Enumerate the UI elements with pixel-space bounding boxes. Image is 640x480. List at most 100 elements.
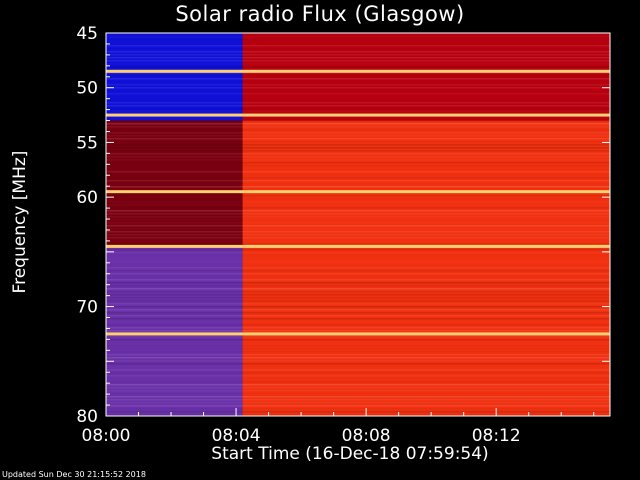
texture-stripe xyxy=(106,51,610,53)
x-tick-label: 08:08 xyxy=(342,426,391,446)
texture-stripe xyxy=(106,339,610,341)
texture-stripe xyxy=(106,267,610,269)
texture-stripe xyxy=(106,126,610,128)
texture-stripe xyxy=(106,78,610,80)
texture-stripe xyxy=(106,291,610,293)
texture-stripe xyxy=(106,180,610,182)
texture-stripe xyxy=(106,348,610,350)
texture-stripe xyxy=(106,54,610,56)
region-after-low xyxy=(242,33,610,121)
texture-stripe xyxy=(106,90,610,92)
texture-stripe xyxy=(106,375,610,377)
texture-stripe xyxy=(106,399,610,401)
texture-stripe xyxy=(106,150,610,152)
texture-stripe xyxy=(106,381,610,383)
texture-stripe xyxy=(106,60,610,62)
region-before-high xyxy=(106,246,243,416)
texture-stripe xyxy=(106,279,610,281)
texture-stripe xyxy=(106,159,610,161)
texture-stripe xyxy=(106,396,610,398)
texture-stripe xyxy=(106,357,610,359)
texture-stripe xyxy=(106,207,610,209)
texture-stripe xyxy=(106,243,610,245)
texture-stripe xyxy=(106,390,610,392)
bright-band xyxy=(106,244,610,248)
texture-stripe xyxy=(106,285,610,287)
chart-title: Solar radio Flux (Glasgow) xyxy=(175,2,465,26)
texture-stripe xyxy=(106,81,610,83)
texture-stripe xyxy=(106,63,610,65)
plot-frame xyxy=(105,32,611,417)
texture-stripe xyxy=(106,57,610,59)
texture-stripe xyxy=(106,345,610,347)
texture-stripe xyxy=(106,351,610,353)
x-axis-label: Start Time (16-Dec-18 07:59:54) xyxy=(211,444,489,464)
texture-stripe xyxy=(106,129,610,131)
texture-stripe xyxy=(106,93,610,95)
x-tick-label: 08:00 xyxy=(82,426,131,446)
texture-stripe xyxy=(106,111,610,113)
texture-stripe xyxy=(106,402,610,404)
y-tick-label: 70 xyxy=(76,298,98,318)
texture-stripe xyxy=(106,369,610,371)
y-tick-label: 60 xyxy=(76,188,98,208)
texture-stripe xyxy=(106,195,610,197)
texture-stripe xyxy=(106,318,610,320)
texture-stripe xyxy=(106,324,610,326)
x-tick-label: 08:12 xyxy=(472,426,521,446)
bright-band xyxy=(106,113,610,117)
bright-band xyxy=(106,332,610,336)
texture-stripe xyxy=(106,288,610,290)
texture-stripe xyxy=(106,393,610,395)
y-tick-label: 45 xyxy=(76,24,98,44)
texture-stripe xyxy=(106,183,610,185)
texture-stripe xyxy=(106,87,610,89)
texture-stripe xyxy=(106,213,610,215)
texture-stripe xyxy=(106,321,610,323)
texture-stripe xyxy=(106,231,610,233)
texture-stripe xyxy=(106,405,610,407)
texture-stripe xyxy=(106,273,610,275)
texture-stripe xyxy=(106,99,610,101)
texture-stripe xyxy=(106,414,610,416)
texture-stripe xyxy=(106,261,610,263)
texture-stripe xyxy=(106,363,610,365)
texture-stripe xyxy=(106,234,610,236)
texture-stripe xyxy=(106,66,610,68)
texture-stripe xyxy=(106,354,610,356)
texture-stripe xyxy=(106,201,610,203)
texture-stripe xyxy=(106,102,610,104)
texture-stripe xyxy=(106,33,610,35)
bright-band xyxy=(106,190,610,194)
texture-stripe xyxy=(106,45,610,47)
texture-stripe xyxy=(106,366,610,368)
texture-stripe xyxy=(106,153,610,155)
texture-stripe xyxy=(106,96,610,98)
texture-stripe xyxy=(106,294,610,296)
texture-stripe xyxy=(106,222,610,224)
region-before-mid xyxy=(106,120,243,247)
texture-stripe xyxy=(106,216,610,218)
texture-stripe xyxy=(106,270,610,272)
texture-stripe xyxy=(106,171,610,173)
texture-stripe xyxy=(106,117,610,119)
texture-stripe xyxy=(106,360,610,362)
texture-stripe xyxy=(106,204,610,206)
texture-stripe xyxy=(106,312,610,314)
x-tick-label: 08:04 xyxy=(212,426,261,446)
texture-stripe xyxy=(106,252,610,254)
update-timestamp: Updated Sun Dec 30 21:15:52 2018 xyxy=(2,470,146,479)
texture-stripe xyxy=(106,39,610,41)
texture-stripe xyxy=(106,315,610,317)
texture-stripe xyxy=(106,141,610,143)
texture-stripe xyxy=(106,327,610,329)
texture-stripe xyxy=(106,132,610,134)
texture-stripe xyxy=(106,135,610,137)
texture-stripe xyxy=(106,228,610,230)
texture-stripe xyxy=(106,156,610,158)
texture-stripe xyxy=(106,225,610,227)
texture-stripe xyxy=(106,48,610,50)
texture-stripe xyxy=(106,147,610,149)
texture-stripe xyxy=(106,105,610,107)
